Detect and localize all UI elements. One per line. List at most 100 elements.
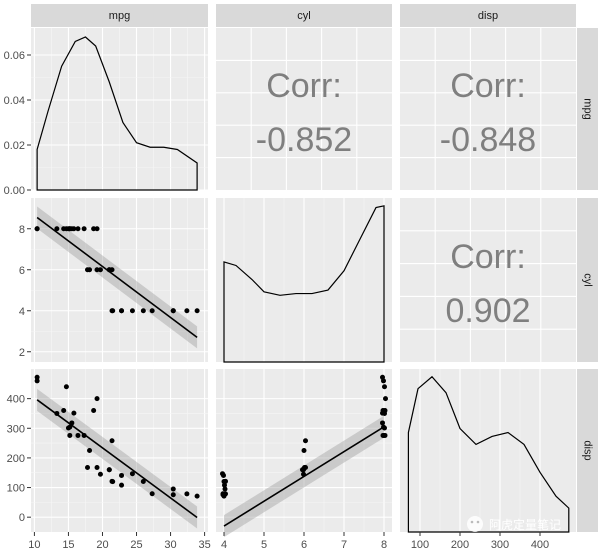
mpg-disp-point [85, 465, 91, 471]
x-axis-mpg-tick-label: 30 [164, 539, 176, 551]
panel-corr-mpg-cyl-background [216, 28, 392, 190]
panel-disp-density-background [400, 369, 576, 532]
mpg-cyl-point [81, 226, 87, 232]
mpg-disp-point [106, 467, 112, 473]
y-axis-disp-tick-label: 400 [7, 394, 25, 406]
mpg-disp-point [65, 425, 71, 431]
mpg-disp-point [129, 471, 135, 477]
mpg-cyl-point [119, 308, 125, 314]
panel-mpg-density [31, 28, 208, 191]
cyl-disp-point [380, 420, 385, 426]
mpg-cyl-point [71, 226, 77, 232]
mpg-disp-point [34, 374, 40, 380]
strip-top-mpg [31, 4, 208, 27]
mpg-cyl-point [75, 226, 81, 232]
mpg-cyl-point [109, 308, 115, 314]
x-axis-disp-tick-label: 300 [491, 539, 509, 551]
panel-mpg-disp [31, 369, 208, 532]
cyl-disp-point [381, 378, 386, 384]
panel-corr-mpg-disp-background [400, 28, 576, 190]
x-axis-mpg-tick-label: 35 [198, 539, 210, 551]
y-axis-cyl-tick-label: 6 [19, 265, 25, 277]
mpg-disp-point [119, 482, 125, 488]
cyl-disp-point [383, 396, 388, 402]
y-axis-disp-tick-label: 100 [7, 483, 25, 495]
mpg-cyl-point [194, 308, 200, 314]
mpg-cyl-point [34, 226, 40, 232]
cyl-disp-point [221, 472, 226, 478]
mpg-disp-point [170, 486, 176, 492]
x-axis-disp-tick-label: 400 [531, 539, 549, 551]
cyl-disp-point [382, 384, 387, 390]
mpg-disp-point [184, 491, 190, 497]
mpg-disp-fit-line [36, 399, 198, 519]
mpg-cyl-point [129, 308, 135, 314]
y-axis-disp-tick-label: 0 [19, 512, 25, 524]
mpg-cyl-point [65, 226, 71, 232]
mpg-cyl-point [170, 308, 176, 314]
mpg-density-curve [36, 36, 198, 191]
y-axis-disp-tick-label: 200 [7, 453, 25, 465]
mpg-cyl-point [149, 308, 155, 314]
y-axis-cyl-tick-label: 4 [19, 306, 25, 318]
panel-mpg-cyl [31, 198, 208, 362]
strip-right-disp [577, 369, 598, 532]
mpg-disp-point [170, 492, 176, 498]
cyl-disp-point [382, 432, 388, 438]
y-axis-density-tick-label: 0.00 [4, 185, 25, 197]
mpg-disp-point [63, 384, 69, 390]
strip-right-label-mpg: mpg [582, 98, 594, 119]
panel-corr-mpg-cyl-value: -0.852 [256, 121, 352, 159]
x-axis-disp-tick-label: 100 [411, 539, 429, 551]
x-axis-mpg-tick-label: 20 [96, 539, 108, 551]
panel-corr-cyl-disp-label: Corr: [450, 238, 526, 276]
x-axis-mpg-tick-label: 10 [28, 539, 40, 551]
y-axis-density-tick-label: 0.06 [4, 50, 25, 62]
mpg-disp-point [194, 493, 200, 499]
x-axis-cyl-tick-label: 7 [341, 539, 347, 551]
mpg-cyl-point [184, 308, 190, 314]
panel-corr-cyl-disp-background [400, 198, 576, 362]
cyl-disp-point [380, 410, 385, 416]
panel-corr-mpg-disp-label: Corr: [450, 67, 526, 105]
panel-disp-density [400, 369, 576, 533]
mpg-cyl-point [109, 267, 115, 273]
disp-density-curve [407, 375, 570, 533]
x-axis-cyl-tick-label: 5 [261, 539, 267, 551]
cyl-disp-point [222, 486, 228, 492]
x-axis-mpg-tick-label: 15 [62, 539, 74, 551]
mpg-disp-point [34, 378, 40, 384]
strip-right-label-cyl: cyl [582, 273, 594, 286]
panel-cyl-density [216, 198, 392, 363]
mpg-cyl-point [97, 267, 103, 273]
watermark: 阿虎定量笔记 [467, 516, 561, 532]
mpg-disp-point [97, 471, 103, 477]
wechat-icon [467, 516, 483, 532]
mpg-disp-point [71, 410, 77, 416]
mpg-disp-point [109, 438, 115, 444]
mpg-disp-point [94, 465, 100, 471]
y-axis-density-tick-label: 0.02 [4, 140, 25, 152]
panel-corr-mpg-disp: Corr: -0.848 [400, 28, 576, 190]
mpg-disp-point [149, 491, 155, 497]
mpg-cyl-point [94, 226, 100, 232]
x-axis-cyl-tick-label: 4 [221, 539, 227, 551]
mpg-disp-point [87, 448, 93, 453]
strip-top-disp [400, 4, 576, 27]
cyl-disp-point [223, 478, 228, 484]
panel-corr-mpg-disp-value: -0.848 [440, 121, 536, 159]
mpg-disp-point [140, 479, 146, 485]
strip-top-label-disp: disp [478, 10, 498, 22]
mpg-cyl-point [140, 308, 146, 314]
mpg-disp-point [67, 432, 73, 438]
y-axis-density-tick-label: 0.04 [4, 95, 25, 107]
cyl-disp-point [303, 438, 308, 444]
strip-right-mpg [577, 28, 598, 190]
panel-corr-mpg-cyl-label: Corr: [266, 67, 342, 105]
x-axis-disp-tick-label: 200 [451, 539, 469, 551]
cyl-density-curve [223, 205, 385, 363]
mpg-disp-point [75, 432, 81, 438]
cyl-disp-fit-line [223, 426, 385, 527]
strip-top-label-mpg: mpg [109, 10, 130, 22]
